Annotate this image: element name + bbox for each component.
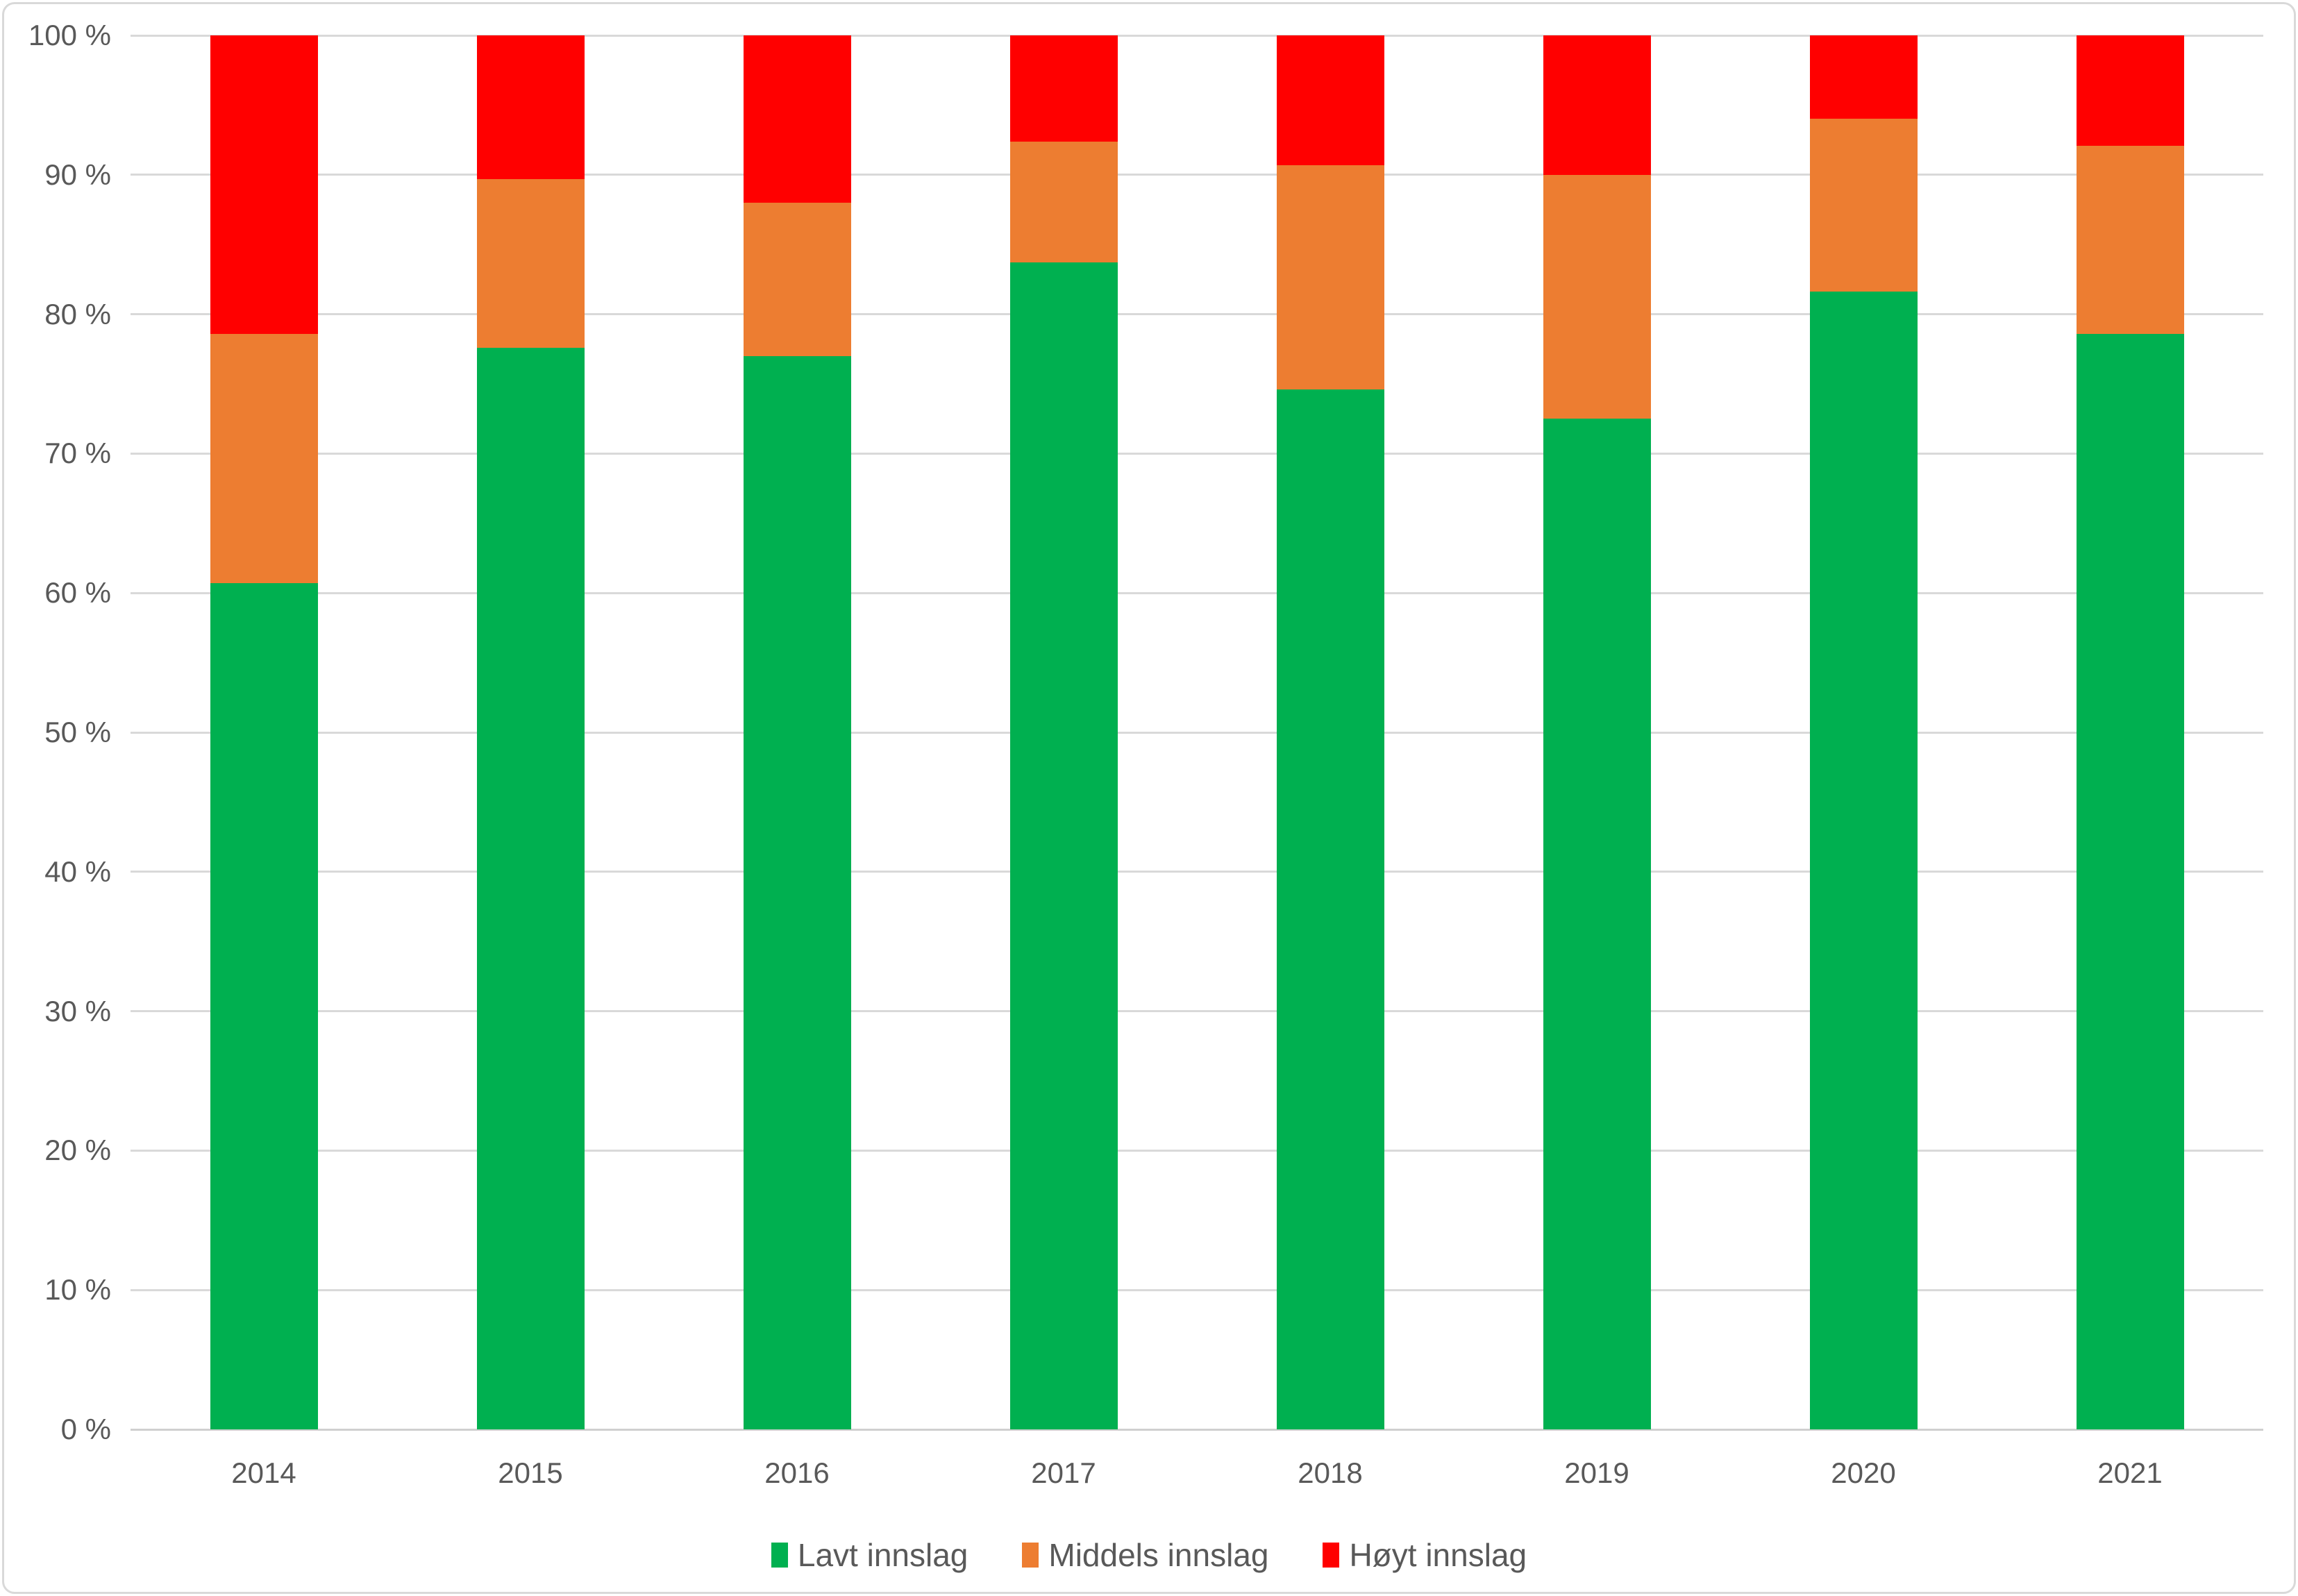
gridline-60 [131, 591, 2263, 594]
gridline-90 [131, 174, 2263, 176]
y-axis-tick-label-90: 90 % [44, 158, 111, 191]
bar-segment-h-yt-innslag-2020[interactable] [1809, 35, 1918, 119]
x-axis-category-label-2016: 2016 [764, 1456, 830, 1489]
gridline-100 [131, 34, 2263, 37]
y-axis-tick-label-40: 40 % [44, 855, 111, 888]
gridline-20 [131, 1149, 2263, 1152]
y-axis-tick-label-30: 30 % [44, 994, 111, 1027]
gridline-80 [131, 313, 2263, 316]
x-axis-category-label-2018: 2018 [1298, 1456, 1363, 1489]
y-axis-tick-label-50: 50 % [44, 716, 111, 748]
bar-segment-h-yt-innslag-2018[interactable] [1276, 35, 1384, 165]
bar-segment-middels-innslag-2016[interactable] [743, 202, 851, 356]
legend-marker-h-yt-innslag-icon [1323, 1543, 1340, 1568]
legend-label-middels-innslag: Middels innslag [1048, 1537, 1269, 1573]
bar-segment-h-yt-innslag-2019[interactable] [1543, 35, 1651, 175]
x-axis-category-label-2017: 2017 [1031, 1456, 1096, 1489]
bar-segment-middels-innslag-2021[interactable] [2076, 145, 2184, 334]
legend: Lavt innslag Middels innslag Høyt innslag [0, 1530, 2298, 1580]
legend-item-lavt-innslag[interactable]: Lavt innslag [771, 1536, 968, 1574]
bar-segment-h-yt-innslag-2015[interactable] [476, 35, 585, 179]
legend-marker-middels-innslag-icon [1022, 1543, 1039, 1568]
bar-segment-lavt-innslag-2015[interactable] [476, 347, 585, 1429]
bar-segment-middels-innslag-2018[interactable] [1276, 165, 1384, 390]
x-axis-category-label-2021: 2021 [2097, 1456, 2163, 1489]
y-axis-tick-label-0: 0 % [60, 1413, 111, 1445]
legend-item-middels-innslag[interactable]: Middels innslag [1022, 1536, 1268, 1574]
x-axis-category-label-2019: 2019 [1564, 1456, 1629, 1489]
legend-item-h-yt-innslag[interactable]: Høyt innslag [1323, 1536, 1527, 1574]
bar-segment-middels-innslag-2015[interactable] [476, 178, 585, 348]
bar-segment-h-yt-innslag-2021[interactable] [2076, 35, 2184, 146]
x-axis-category-label-2015: 2015 [498, 1456, 563, 1489]
bar-segment-lavt-innslag-2019[interactable] [1543, 419, 1651, 1429]
gridline-50 [131, 731, 2263, 734]
legend-marker-lavt-innslag-icon [771, 1543, 788, 1568]
bar-segment-lavt-innslag-2020[interactable] [1809, 292, 1918, 1429]
y-axis-tick-label-70: 70 % [44, 437, 111, 470]
gridline-40 [131, 871, 2263, 873]
y-axis-tick-label-100: 100 % [28, 19, 111, 51]
x-axis-category-label-2014: 2014 [231, 1456, 296, 1489]
bar-segment-lavt-innslag-2018[interactable] [1276, 389, 1384, 1429]
x-axis-category-label-2020: 2020 [1831, 1456, 1896, 1489]
gridline-10 [131, 1288, 2263, 1291]
legend-label-h-yt-innslag: Høyt innslag [1349, 1537, 1527, 1573]
gridline-70 [131, 452, 2263, 455]
bar-segment-middels-innslag-2019[interactable] [1543, 174, 1651, 419]
gridline-30 [131, 1010, 2263, 1013]
bar-segment-middels-innslag-2017[interactable] [1009, 141, 1118, 263]
x-axis-line [131, 1428, 2263, 1431]
y-axis-tick-label-60: 60 % [44, 576, 111, 610]
bar-segment-h-yt-innslag-2017[interactable] [1009, 35, 1118, 142]
bar-segment-h-yt-innslag-2014[interactable] [210, 35, 318, 334]
bar-segment-middels-innslag-2014[interactable] [210, 333, 318, 584]
bar-segment-lavt-innslag-2014[interactable] [210, 583, 318, 1429]
bar-segment-middels-innslag-2020[interactable] [1809, 119, 1918, 292]
bar-segment-lavt-innslag-2016[interactable] [743, 355, 851, 1429]
bar-segment-lavt-innslag-2021[interactable] [2076, 333, 2184, 1429]
bar-segment-h-yt-innslag-2016[interactable] [743, 35, 851, 203]
y-axis-tick-label-10: 10 % [44, 1273, 111, 1307]
legend-label-lavt-innslag: Lavt innslag [797, 1537, 968, 1573]
y-axis-tick-label-20: 20 % [44, 1134, 111, 1167]
y-axis-tick-label-80: 80 % [44, 297, 111, 330]
bar-segment-lavt-innslag-2017[interactable] [1009, 262, 1118, 1429]
